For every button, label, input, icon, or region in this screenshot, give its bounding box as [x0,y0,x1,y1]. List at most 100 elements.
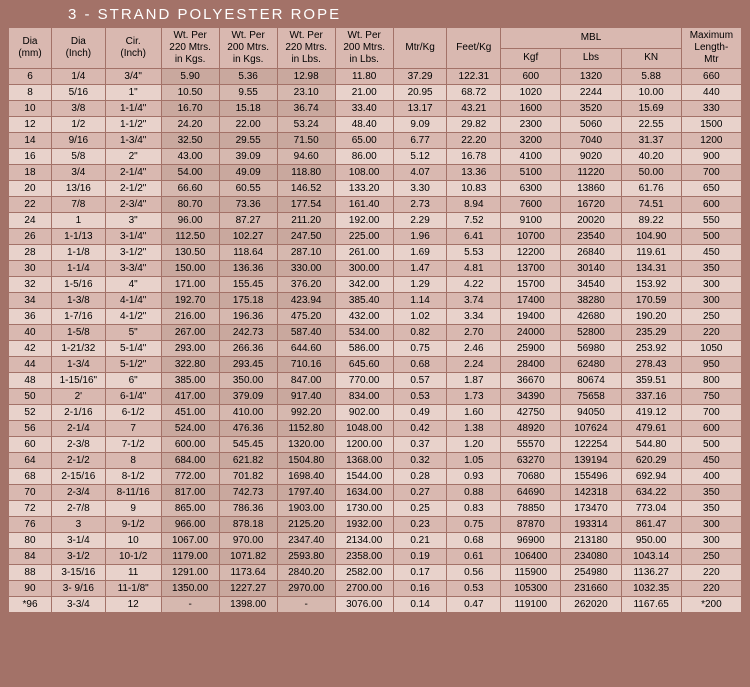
table-cell: 86.00 [335,149,393,165]
table-cell: 24000 [501,325,561,341]
table-cell: 0.53 [393,389,447,405]
table-cell: 193314 [561,517,621,533]
table-cell: 161.40 [335,197,393,213]
table-cell: 3-1/2 [51,549,105,565]
table-cell: 5-1/4" [105,341,161,357]
table-cell: 1.69 [393,245,447,261]
th-wt220kg: Wt. Per220 Mtrs.in Kgs. [161,28,219,69]
table-cell: 9-1/2 [105,517,161,533]
table-cell: 2.46 [447,341,501,357]
table-cell: 550 [681,213,741,229]
table-cell: 0.19 [393,549,447,565]
table-cell: 42680 [561,309,621,325]
table-cell: 0.27 [393,485,447,501]
table-cell: 7 [105,421,161,437]
table-cell: 254980 [561,565,621,581]
table-cell: 0.37 [393,437,447,453]
table-cell: 450 [681,245,741,261]
table-cell: 400 [681,469,741,485]
table-cell: 385.00 [161,373,219,389]
table-cell: 52 [9,405,52,421]
table-cell: 300 [681,517,741,533]
table-cell: 5.36 [219,69,277,85]
table-cell: 2134.00 [335,533,393,549]
table-cell: 3.34 [447,309,501,325]
table-cell: 1.14 [393,293,447,309]
table-cell: 410.00 [219,405,277,421]
table-cell: 153.92 [621,277,681,293]
table-cell: 6-1/2 [105,405,161,421]
table-cell: 1.02 [393,309,447,325]
table-cell: 26 [9,229,52,245]
table-cell: 19400 [501,309,561,325]
table-cell: 1.47 [393,261,447,277]
table-cell: 42750 [501,405,561,421]
table-cell: 5.90 [161,69,219,85]
table-cell: 36 [9,309,52,325]
table-cell: 0.47 [447,597,501,613]
table-cell: 8.94 [447,197,501,213]
table-cell: 192.00 [335,213,393,229]
table-cell: 71.50 [277,133,335,149]
table-cell: 11220 [561,165,621,181]
table-row: 883-15/16111291.001173.642840.202582.000… [9,565,742,581]
table-cell: 0.53 [447,581,501,597]
table-cell: 350 [681,501,741,517]
table-row: 227/82-3/4"80.7073.36177.54161.402.738.9… [9,197,742,213]
table-cell: 5100 [501,165,561,181]
table-cell: 800 [681,373,741,389]
table-cell: 545.45 [219,437,277,453]
table-cell: 231660 [561,581,621,597]
table-cell: 1544.00 [335,469,393,485]
table-cell: 476.36 [219,421,277,437]
table-cell: 38280 [561,293,621,309]
table-cell: 1200 [681,133,741,149]
table-row: 281-1/83-1/2"130.50118.64287.10261.001.6… [9,245,742,261]
table-cell: 14 [9,133,52,149]
table-cell: 376.20 [277,277,335,293]
table-cell: 3/4" [105,69,161,85]
table-cell: 30140 [561,261,621,277]
table-cell: 10 [105,533,161,549]
table-cell: 0.32 [393,453,447,469]
table-cell: 7.52 [447,213,501,229]
table-cell: 293.45 [219,357,277,373]
table-cell: 0.16 [393,581,447,597]
table-cell: 432.00 [335,309,393,325]
table-row: 183/42-1/4"54.0049.09118.80108.004.0713.… [9,165,742,181]
th-lbs: Lbs [561,48,621,69]
table-cell: 196.36 [219,309,277,325]
table-cell: 213180 [561,533,621,549]
table-cell: 1-1/13 [51,229,105,245]
table-cell: 40.20 [621,149,681,165]
table-cell: 37.29 [393,69,447,85]
table-cell: 29.55 [219,133,277,149]
table-cell: 451.00 [161,405,219,421]
table-cell: 80 [9,533,52,549]
table-cell: 13860 [561,181,621,197]
table-cell: 30 [9,261,52,277]
table-cell: 6" [105,373,161,389]
table-cell: 220 [681,325,741,341]
table-cell: 2-3/4 [51,485,105,501]
table-cell: 49.09 [219,165,277,181]
table-cell: 0.75 [393,341,447,357]
table-cell: 1.73 [447,389,501,405]
table-cell: 1320.00 [277,437,335,453]
table-cell: 107624 [561,421,621,437]
table-cell: 0.28 [393,469,447,485]
table-cell: 12200 [501,245,561,261]
table-row: 803-1/4101067.00970.002347.402134.000.21… [9,533,742,549]
table-cell: 6300 [501,181,561,197]
table-cell: 4-1/2" [105,309,161,325]
table-cell: 0.75 [447,517,501,533]
table-cell: 10.50 [161,85,219,101]
table-row: 321-5/164"171.00155.45376.20342.001.294.… [9,277,742,293]
table-cell: 1-15/16" [51,373,105,389]
table-cell: 500 [681,229,741,245]
table-cell: 0.17 [393,565,447,581]
table-cell: 2' [51,389,105,405]
table-cell: 266.36 [219,341,277,357]
table-cell: 950 [681,357,741,373]
table-cell: 13700 [501,261,561,277]
